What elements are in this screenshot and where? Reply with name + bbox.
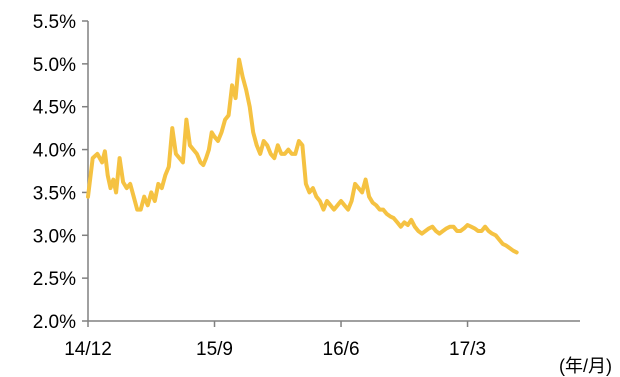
y-tick-label: 2.0% [33, 312, 76, 333]
y-tick-label: 5.5% [33, 12, 76, 33]
x-axis-unit-label: (年/月) [559, 356, 612, 376]
x-tick-label: 17/3 [449, 339, 486, 360]
x-tick-label: 14/12 [64, 339, 112, 360]
x-tick-label: 15/9 [196, 339, 233, 360]
series-layer [88, 60, 517, 253]
y-tick-label: 4.0% [33, 141, 76, 162]
y-tick-label: 5.0% [33, 55, 76, 76]
y-tick-label: 3.0% [33, 226, 76, 247]
axes [88, 21, 580, 321]
x-axis-ticks: 14/12 15/9 16/6 17/3 [64, 321, 486, 360]
series-line [88, 60, 517, 253]
x-tick-label: 16/6 [323, 339, 360, 360]
y-axis-ticks: 2.0% 2.5% 3.0% 3.5% 4.0% 4.5% 5.0% 5.5% [33, 12, 88, 333]
y-tick-label: 2.5% [33, 269, 76, 290]
y-tick-label: 3.5% [33, 183, 76, 204]
y-tick-label: 4.5% [33, 98, 76, 119]
